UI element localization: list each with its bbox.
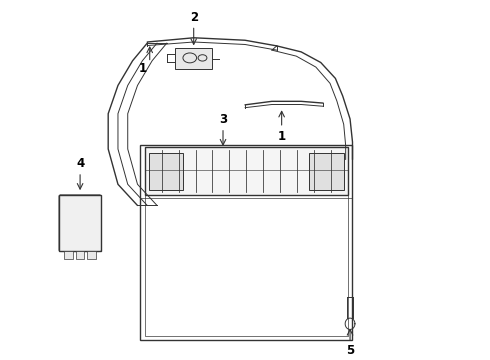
- Bar: [175, 48, 212, 69]
- Text: 2: 2: [190, 11, 198, 24]
- Text: 3: 3: [219, 113, 227, 126]
- Text: 1: 1: [138, 62, 147, 75]
- Bar: [140, 145, 352, 340]
- Bar: [87, 251, 96, 259]
- Bar: [75, 251, 84, 259]
- Bar: [145, 149, 347, 336]
- Text: 5: 5: [346, 344, 354, 357]
- Bar: [145, 147, 347, 195]
- Text: 4: 4: [76, 157, 84, 170]
- Bar: [64, 251, 73, 259]
- Bar: [149, 153, 183, 190]
- Bar: [310, 153, 343, 190]
- Text: 1: 1: [277, 130, 286, 143]
- Bar: [59, 195, 101, 251]
